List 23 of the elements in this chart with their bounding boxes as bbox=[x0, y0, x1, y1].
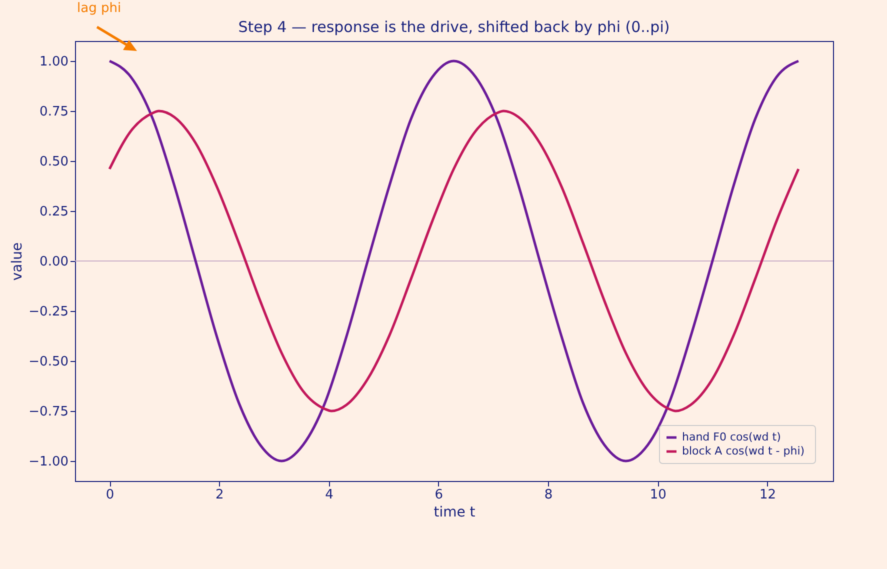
legend-label: hand F0 cos(wd t) bbox=[682, 430, 781, 444]
x-tick-label: 6 bbox=[434, 488, 444, 502]
y-tick-label: 0.00 bbox=[40, 254, 68, 270]
x-tick-label: 8 bbox=[544, 488, 553, 502]
x-tick-label: 12 bbox=[759, 488, 776, 502]
x-tick-label: 0 bbox=[106, 488, 114, 502]
y-tick-label: −1.00 bbox=[28, 454, 68, 470]
text: lag phi bbox=[77, 1, 122, 16]
y-tick-label: −0.75 bbox=[28, 404, 68, 420]
x-tick-label: 10 bbox=[650, 488, 666, 502]
legend-label: block A cos(wd t - phi) bbox=[682, 444, 805, 458]
x-axis-title: time t bbox=[434, 504, 476, 520]
y-tick-label: 0.50 bbox=[40, 154, 68, 170]
y-tick-label: 1.00 bbox=[40, 54, 68, 70]
y-tick-label: 0.25 bbox=[40, 204, 68, 220]
y-tick-label: −0.50 bbox=[28, 354, 68, 370]
y-tick-label: −0.25 bbox=[28, 304, 68, 320]
x-tick-label: 2 bbox=[216, 488, 224, 502]
chart-title: Step 4 — response is the drive, shifted back by phi (0..pi) bbox=[238, 18, 670, 36]
line-series bbox=[108, 110, 800, 412]
x-tick-label: 4 bbox=[325, 488, 334, 502]
y-axis-title: value bbox=[10, 242, 26, 281]
y-tick-label: 0.75 bbox=[40, 104, 68, 120]
